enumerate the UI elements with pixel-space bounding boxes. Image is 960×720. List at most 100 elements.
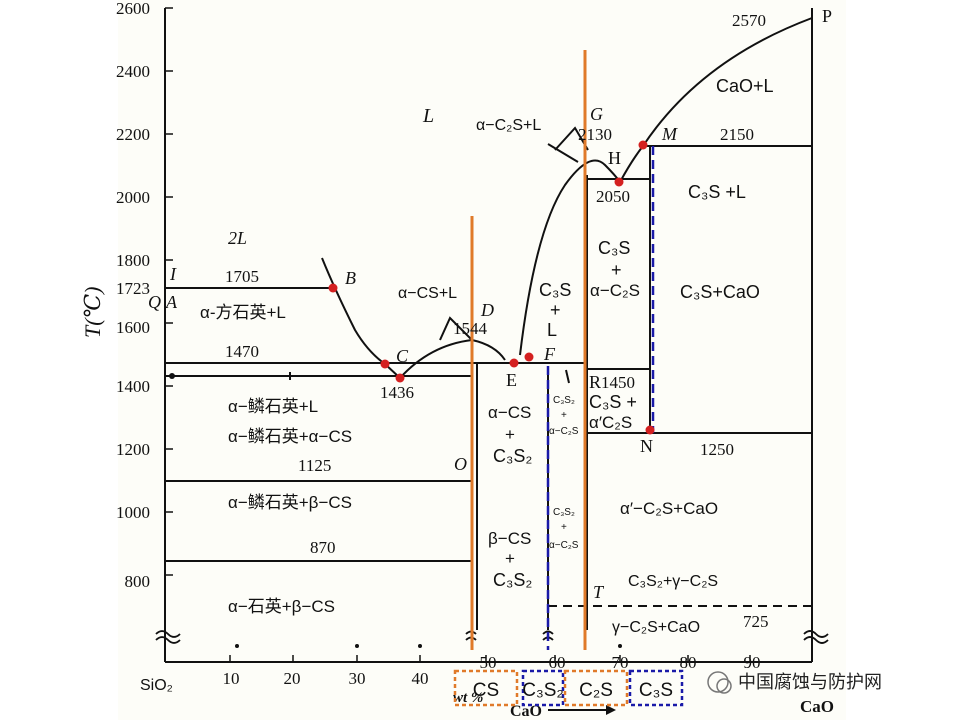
temp-1250: 1250 xyxy=(700,440,734,459)
ytick-1600: 1600 xyxy=(116,318,150,337)
temp-2150: 2150 xyxy=(720,125,754,144)
axes-frame xyxy=(164,8,813,663)
xtick-40: 40 xyxy=(412,669,429,688)
point-d: D xyxy=(480,300,494,320)
watermark-text: 中国腐蚀与防护网 xyxy=(738,672,882,693)
ytick-2600: 2600 xyxy=(116,0,150,18)
region-c3s-ac2s-3: α−C₂S xyxy=(590,281,640,300)
point-r: R xyxy=(589,372,601,392)
region-cao-l: CaO+L xyxy=(716,76,774,96)
point-i: I xyxy=(169,264,177,284)
region-labels: L 2L CaO+L α−C₂S+L C₃S +L α-方石英+L α−CS+L… xyxy=(200,76,774,636)
ytick-2200: 2200 xyxy=(116,125,150,144)
phase-box-labels: CS C₃S₂ C₂S C₃S xyxy=(473,680,673,701)
point-g: G xyxy=(590,104,603,124)
region-acs-c3s2-3: C₃S₂ xyxy=(493,446,532,466)
region-gc2s-cao: γ−C₂S+CaO xyxy=(612,619,700,636)
point-m: M xyxy=(661,124,678,144)
x-unit-wt: wt % xyxy=(453,690,483,706)
region-2l: 2L xyxy=(228,228,247,248)
temperature-labels: 2570 2150 2130 2050 1705 1544 1470 1436 … xyxy=(225,11,769,631)
orange-composition-lines xyxy=(470,50,587,650)
region-small2-3: α−C₂S xyxy=(549,540,579,551)
x-left-label-sio2: SiO₂ xyxy=(140,677,173,694)
point-a: A xyxy=(165,292,178,312)
invariant-points xyxy=(328,140,655,435)
region-cristobalite-l: α-方石英+L xyxy=(200,303,286,322)
region-c3s-block-2: α′C₂S xyxy=(589,413,632,432)
y-axis-title: T(℃) xyxy=(80,287,105,339)
temp-1450: 1450 xyxy=(601,373,635,392)
axis-breaks xyxy=(155,630,829,644)
diagram-panel xyxy=(118,0,846,720)
xtick-30: 30 xyxy=(349,669,366,688)
temp-725: 725 xyxy=(743,612,769,631)
point-t: T xyxy=(593,582,605,602)
point-e: E xyxy=(506,370,517,390)
watermark-icon xyxy=(707,671,729,693)
point-c: C xyxy=(396,346,409,366)
ytick-1000: 1000 xyxy=(116,503,150,522)
region-small2-2: + xyxy=(561,522,567,533)
region-acs-c3s2-1: α−CS xyxy=(488,403,531,422)
region-tridymite-acs: α−鳞石英+α−CS xyxy=(228,427,352,446)
xtick-10: 10 xyxy=(223,669,240,688)
region-c3s-l-right: C₃S +L xyxy=(688,182,746,202)
x-unit-cao: CaO xyxy=(510,703,542,720)
xtick-90: 90 xyxy=(744,653,761,672)
temp-1125: 1125 xyxy=(298,456,331,475)
watermark: 中国腐蚀与防护网 xyxy=(707,671,882,694)
point-n: N xyxy=(640,436,653,456)
region-c3s-ac2s-2: + xyxy=(611,260,622,280)
region-c3s-l-3: L xyxy=(547,320,557,340)
ytick-1723: 1723 xyxy=(116,279,150,298)
phase-box-c3s: C₃S xyxy=(639,680,673,701)
region-bcs-c3s2-3: C₃S₂ xyxy=(493,570,532,590)
region-c3s-l-2: + xyxy=(550,300,561,320)
ytick-2000: 2000 xyxy=(116,188,150,207)
region-c3s-ac2s-1: C₃S xyxy=(598,238,630,258)
xtick-70: 70 xyxy=(612,653,629,672)
region-acs-c3s2-2: + xyxy=(505,425,515,444)
xtick-60: 60 xyxy=(549,653,566,672)
region-small1-2: + xyxy=(561,410,567,421)
phase-box-frames xyxy=(453,669,684,707)
region-small1-3: α−C₂S xyxy=(549,426,579,437)
temp-2050: 2050 xyxy=(596,187,630,206)
region-c3s-cao: C₃S+CaO xyxy=(680,282,760,302)
x-ticks xyxy=(229,655,751,662)
point-p: P xyxy=(822,6,832,26)
point-h: H xyxy=(608,148,621,168)
ytick-1200: 1200 xyxy=(116,440,150,459)
region-l: L xyxy=(422,105,434,127)
temp-870: 870 xyxy=(310,538,336,557)
region-small1-1: C₃S₂ xyxy=(553,395,575,406)
region-bcs-c3s2-1: β−CS xyxy=(488,529,531,548)
ytick-1400: 1400 xyxy=(116,377,150,396)
temp-1470: 1470 xyxy=(225,342,259,361)
region-acs-l: α−CS+L xyxy=(398,285,457,302)
phase-box-c3s2: C₃S₂ xyxy=(522,680,564,701)
region-c3s-l-1: C₃S xyxy=(539,280,571,300)
x-tick-labels: 10 20 30 40 50 60 70 80 90 xyxy=(223,653,761,688)
y-tick-labels: 2600 2400 2200 2000 1800 1723 1600 1400 … xyxy=(116,0,150,591)
region-a2cs-cao: α′−C₂S+CaO xyxy=(620,499,718,518)
region-tridymite-l: α−鳞石英+L xyxy=(228,397,318,416)
xtick-50: 50 xyxy=(480,653,497,672)
y-ticks xyxy=(165,7,173,576)
blue-composition-lines xyxy=(546,146,655,650)
temp-1705: 1705 xyxy=(225,267,259,286)
composition-arrow-head xyxy=(606,705,616,715)
ytick-2400: 2400 xyxy=(116,62,150,81)
point-letters: P A Q I B C D E F G H M N O R T xyxy=(148,6,832,602)
region-tridymite-bcs: α−鳞石英+β−CS xyxy=(228,493,352,512)
temp-1544: 1544 xyxy=(453,319,488,338)
region-quartz-bcs: α−石英+β−CS xyxy=(228,597,335,616)
point-f: F xyxy=(543,344,556,364)
temp-2570: 2570 xyxy=(732,11,766,30)
x-right-label-cao: CaO xyxy=(800,697,834,716)
point-o: O xyxy=(454,454,467,474)
phase-box-cs: CS xyxy=(473,680,499,701)
